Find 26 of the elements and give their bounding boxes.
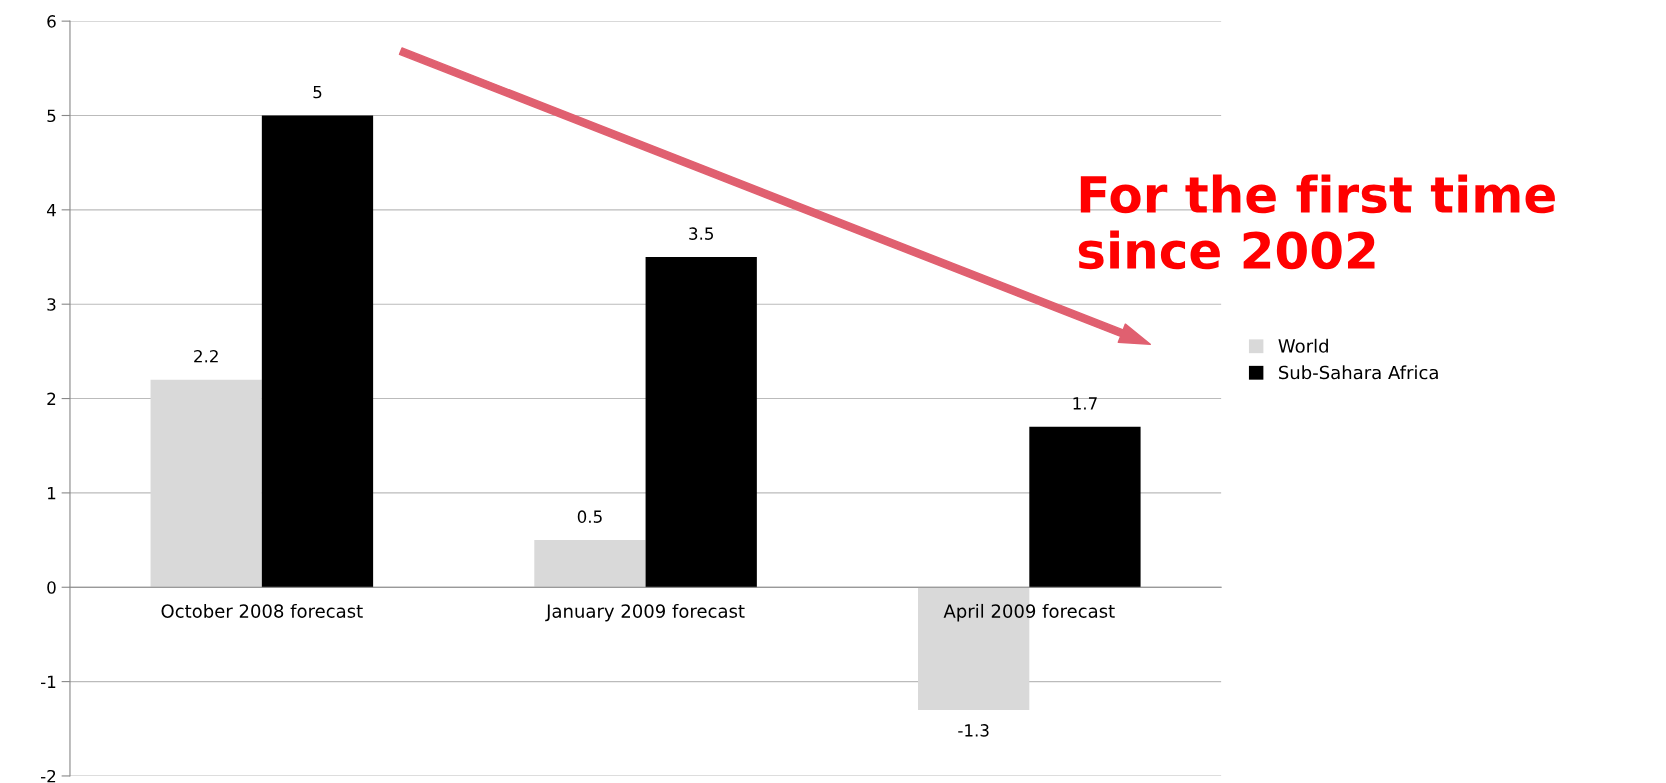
data-label: 5 — [313, 85, 322, 99]
x-tick-label: January 2009 forecast — [545, 603, 745, 622]
bar — [150, 379, 262, 588]
data-label: 3.5 — [689, 227, 714, 240]
y-tick-label: -2 — [40, 769, 56, 783]
data-label: 0.5 — [577, 510, 602, 523]
y-tick-label: 3 — [47, 298, 56, 311]
y-tick-label: 4 — [46, 204, 56, 217]
bar — [1029, 426, 1141, 588]
y-tick-label: 0 — [47, 581, 56, 594]
annotation: For the first time since 2002 — [1078, 174, 1555, 270]
bar — [261, 115, 374, 588]
y-tick-label: 6 — [47, 15, 56, 28]
y-tick-label: 5 — [47, 109, 56, 123]
y-tick-label: 2 — [47, 392, 56, 405]
bar — [534, 540, 646, 588]
bar — [645, 257, 757, 588]
y-tick-label: -1 — [40, 675, 56, 688]
legend-label: Sub-Sahara Africa — [1279, 365, 1438, 380]
data-label: 2.2 — [194, 349, 218, 363]
data-label: -1.3 — [958, 724, 989, 737]
legend-label: World — [1278, 338, 1328, 353]
x-tick-label: October 2008 forecast — [161, 603, 363, 618]
x-tick-label: April 2009 forecast — [943, 603, 1115, 622]
y-tick-label: 1 — [48, 487, 56, 500]
data-label: 1.7 — [1073, 397, 1097, 410]
